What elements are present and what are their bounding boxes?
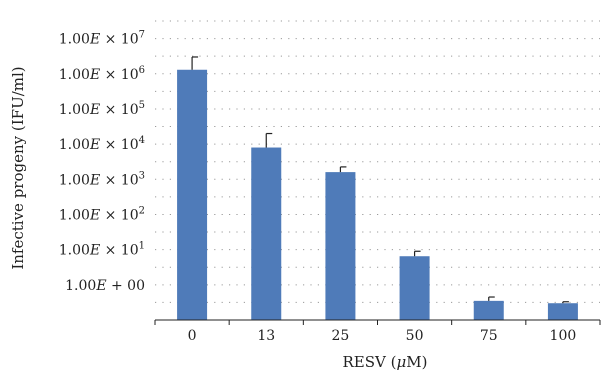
x-tick-label: 25 <box>332 328 350 344</box>
error-bar <box>488 296 495 301</box>
bar <box>547 303 578 320</box>
x-tick-label: 0 <box>188 328 197 344</box>
bar <box>473 300 504 320</box>
x-tick-labels: 0 13 25 50 75 100 <box>188 328 577 344</box>
y-tick-label: 1.00E × 103 <box>59 170 145 188</box>
grid-lines <box>155 20 600 303</box>
y-tick-label: 1.00E × 102 <box>59 205 145 223</box>
error-bar <box>339 166 347 173</box>
y-tick-label: 1.00E × 107 <box>59 30 145 48</box>
x-axis-title: RESV (μM) <box>343 353 428 371</box>
bars <box>177 69 578 320</box>
error-bar <box>413 250 421 257</box>
bar <box>177 69 208 320</box>
y-axis-title: Infective progeny (IFU/ml) <box>9 66 27 269</box>
y-tick-label: 1.00E × 106 <box>59 65 145 83</box>
x-tick-label: 100 <box>550 328 577 344</box>
bar <box>399 256 430 320</box>
axes <box>154 319 601 325</box>
y-tick-label: 1.00E × 105 <box>59 100 145 118</box>
error-bar <box>562 301 569 304</box>
x-tick-label: 75 <box>480 328 498 344</box>
y-tick-labels: 1.00E + 00 1.00E × 101 1.00E × 102 1.00E × … <box>59 30 145 294</box>
x-tick-label: 50 <box>406 328 424 344</box>
bar <box>325 172 356 320</box>
error-bars <box>191 56 569 304</box>
bar <box>251 147 282 320</box>
y-tick-label: 1.00E × 101 <box>59 241 145 259</box>
error-bar <box>265 132 273 148</box>
y-tick-label: 1.00E × 104 <box>59 135 145 153</box>
error-bar <box>191 56 199 70</box>
x-tick-label: 13 <box>257 328 275 344</box>
y-tick-label: 1.00E + 00 <box>65 278 145 294</box>
